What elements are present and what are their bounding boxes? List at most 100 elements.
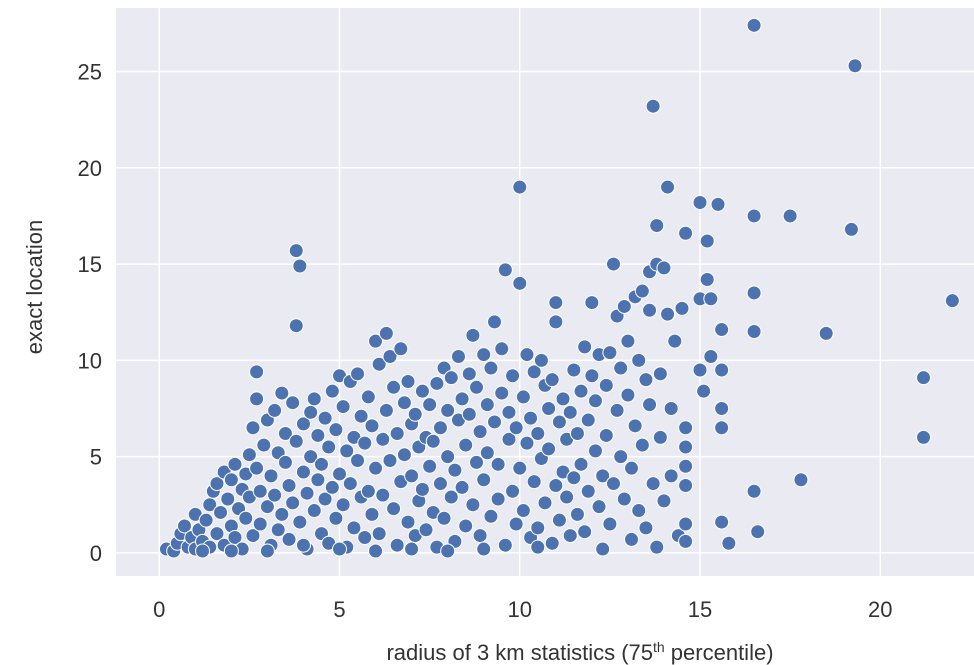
data-point bbox=[548, 314, 564, 330]
data-point bbox=[382, 452, 398, 468]
data-point bbox=[631, 352, 647, 368]
data-point bbox=[587, 443, 603, 459]
data-point bbox=[696, 383, 712, 399]
data-point bbox=[245, 528, 261, 544]
data-point bbox=[368, 543, 384, 559]
data-point bbox=[483, 360, 499, 376]
x-tick-label: 20 bbox=[868, 597, 892, 622]
data-point bbox=[634, 283, 650, 299]
data-point bbox=[414, 383, 430, 399]
data-point bbox=[249, 364, 265, 380]
data-point bbox=[638, 372, 654, 388]
data-point bbox=[288, 433, 304, 449]
data-point bbox=[663, 468, 679, 484]
data-point bbox=[321, 439, 337, 455]
data-point bbox=[328, 422, 344, 438]
data-point bbox=[609, 402, 625, 418]
data-point bbox=[562, 528, 578, 544]
data-point bbox=[692, 362, 708, 378]
data-point bbox=[818, 325, 834, 341]
data-point bbox=[497, 262, 513, 278]
data-point bbox=[270, 522, 286, 538]
data-point bbox=[577, 339, 593, 355]
data-point bbox=[559, 489, 575, 505]
data-point bbox=[479, 445, 495, 461]
data-point bbox=[288, 243, 304, 259]
grid-lines bbox=[116, 8, 974, 576]
data-point bbox=[440, 543, 456, 559]
data-point bbox=[400, 374, 416, 390]
data-point bbox=[285, 395, 301, 411]
data-point bbox=[746, 323, 762, 339]
data-point bbox=[339, 443, 355, 459]
data-point bbox=[476, 472, 492, 488]
data-point bbox=[541, 441, 557, 457]
data-point bbox=[472, 424, 488, 440]
data-point bbox=[782, 208, 798, 224]
data-point bbox=[223, 543, 239, 559]
data-point bbox=[490, 456, 506, 472]
data-point bbox=[642, 397, 658, 413]
data-point bbox=[587, 393, 603, 409]
data-point bbox=[281, 531, 297, 547]
data-point bbox=[660, 179, 676, 195]
data-point bbox=[566, 470, 582, 486]
data-point bbox=[281, 478, 297, 494]
data-point bbox=[328, 510, 344, 526]
data-point bbox=[350, 366, 366, 382]
data-point bbox=[375, 431, 391, 447]
data-point bbox=[569, 426, 585, 442]
data-point bbox=[505, 483, 521, 499]
data-point bbox=[537, 495, 553, 511]
data-point bbox=[368, 460, 384, 476]
data-point bbox=[714, 400, 730, 416]
y-tick-labels: 0 5 10 15 20 25 bbox=[78, 60, 102, 566]
data-point bbox=[332, 466, 348, 482]
data-point bbox=[245, 420, 261, 436]
data-point bbox=[616, 298, 632, 314]
data-point bbox=[404, 541, 420, 557]
data-point bbox=[562, 404, 578, 420]
data-point bbox=[613, 360, 629, 376]
data-point bbox=[378, 402, 394, 418]
data-point bbox=[396, 447, 412, 463]
data-point bbox=[335, 497, 351, 513]
data-point bbox=[634, 437, 650, 453]
data-point bbox=[746, 483, 762, 499]
data-point bbox=[544, 535, 560, 551]
data-point bbox=[721, 535, 737, 551]
data-point bbox=[530, 426, 546, 442]
y-tick-label: 20 bbox=[78, 156, 102, 181]
data-point bbox=[335, 399, 351, 415]
data-point bbox=[469, 454, 485, 470]
data-point bbox=[295, 416, 311, 432]
data-point bbox=[501, 431, 517, 447]
data-point bbox=[512, 460, 528, 476]
data-point bbox=[432, 476, 448, 492]
x-tick-label: 10 bbox=[508, 597, 532, 622]
x-axis-label: radius of 3 km statistics (75th percenti… bbox=[386, 639, 773, 665]
x-tick-label: 15 bbox=[688, 597, 712, 622]
data-point bbox=[364, 418, 380, 434]
data-point bbox=[652, 366, 668, 382]
data-point bbox=[332, 541, 348, 557]
data-point bbox=[440, 449, 456, 465]
data-point bbox=[512, 275, 528, 291]
data-point bbox=[447, 462, 463, 478]
data-point bbox=[324, 479, 340, 495]
data-point bbox=[541, 400, 557, 416]
data-point bbox=[638, 520, 654, 536]
data-point bbox=[422, 458, 438, 474]
data-point bbox=[746, 208, 762, 224]
data-point bbox=[249, 391, 265, 407]
data-point bbox=[429, 375, 445, 391]
data-point bbox=[382, 349, 398, 365]
data-point bbox=[313, 456, 329, 472]
data-point bbox=[458, 437, 474, 453]
data-point bbox=[220, 491, 236, 507]
data-point bbox=[256, 437, 272, 453]
data-point bbox=[241, 447, 257, 463]
data-point bbox=[404, 468, 420, 484]
data-point bbox=[317, 491, 333, 507]
data-point bbox=[620, 333, 636, 349]
